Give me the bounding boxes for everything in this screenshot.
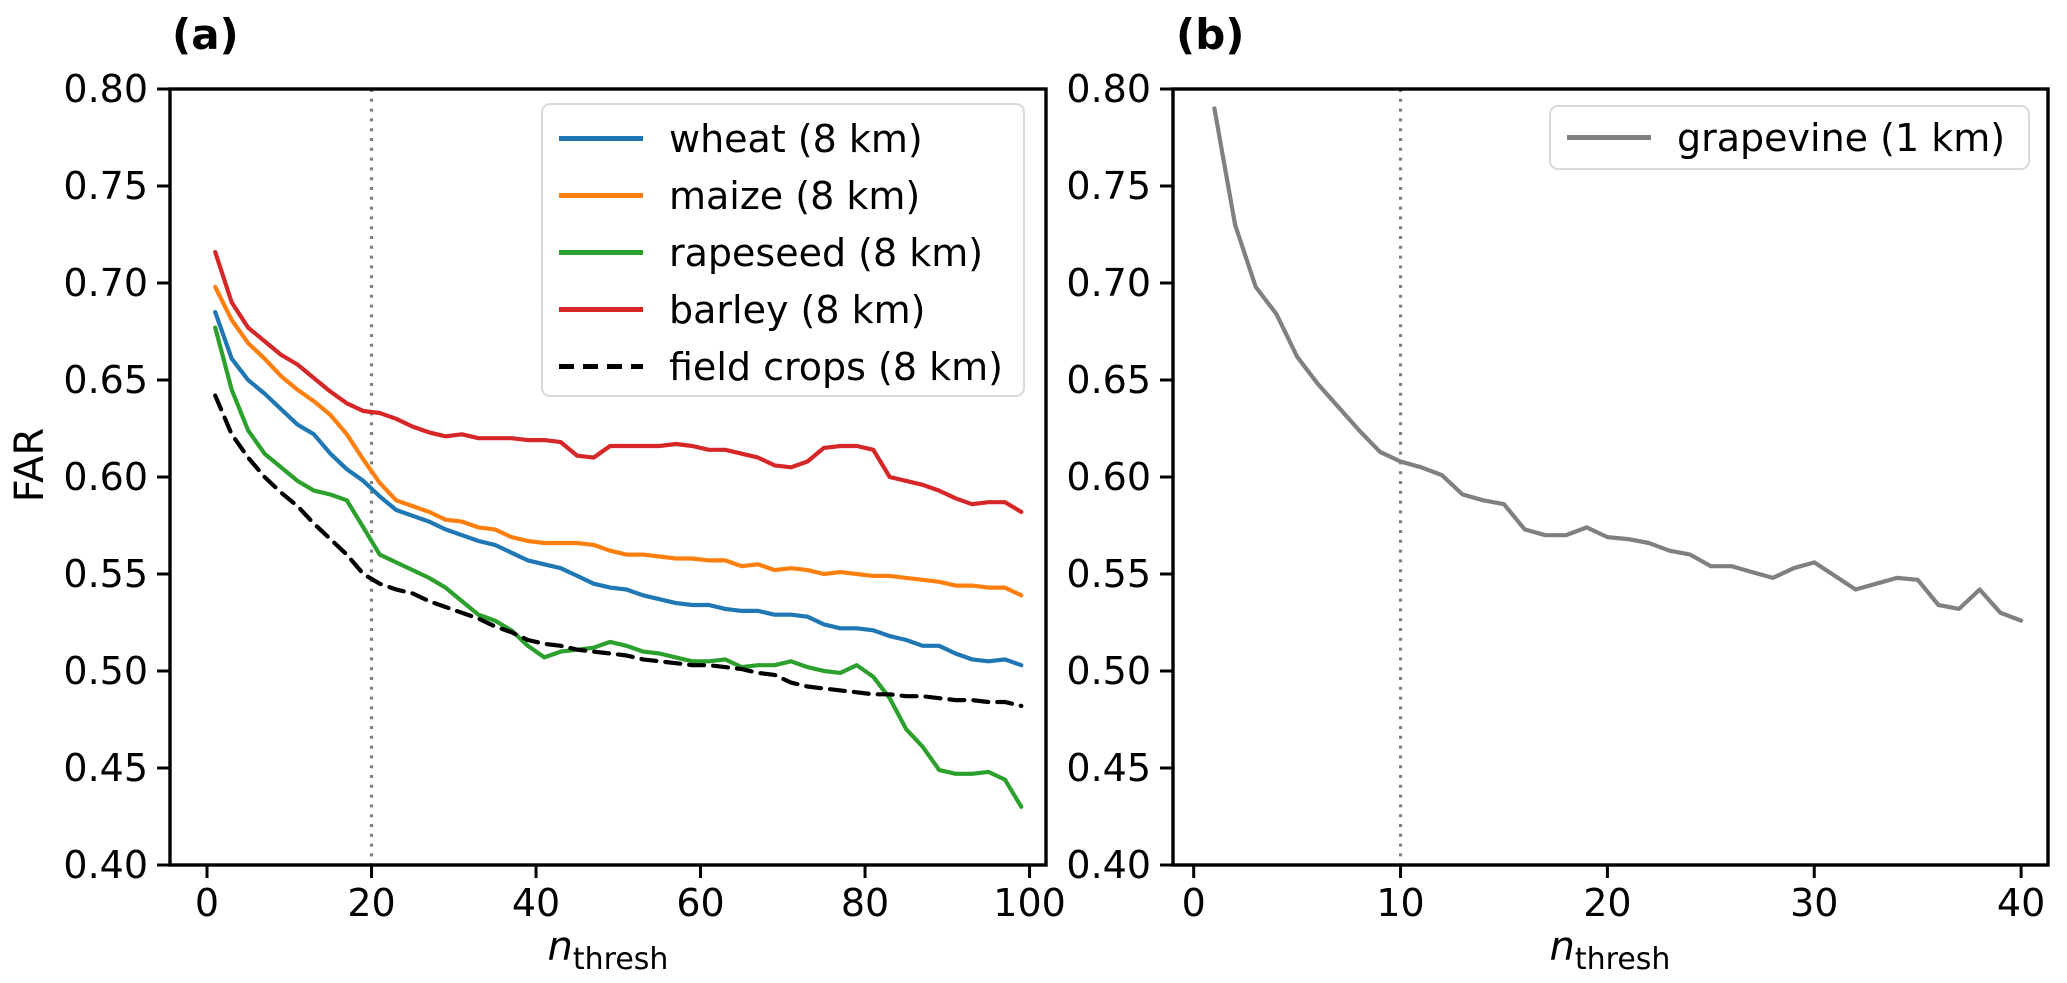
legend-label-maize: maize (8 km)	[669, 173, 921, 218]
y-tick-label: 0.70	[1066, 261, 1151, 305]
series-line	[213, 325, 1024, 809]
legend-panel-b: grapevine (1 km)	[1549, 105, 2030, 170]
grapevine-line-sample	[1567, 135, 1651, 140]
x-tick-label: 10	[1376, 881, 1424, 925]
x-tick-label: 40	[1997, 881, 2045, 925]
panel-a-title: (a)	[172, 10, 239, 59]
series-line	[213, 310, 1024, 668]
x-tick-label: 0	[1182, 881, 1206, 925]
x-axis-label-panel-b: nthresh	[1550, 924, 1671, 977]
field-crops-dashed-line-sample	[559, 364, 643, 369]
y-tick-label: 0.55	[1066, 552, 1151, 596]
x-axis-label-panel-a: nthresh	[548, 924, 669, 977]
legend-item-field-crops: field crops (8 km)	[543, 338, 1023, 395]
x-axis-label-subscript: thresh	[572, 942, 669, 977]
legend-label-wheat: wheat (8 km)	[669, 116, 923, 161]
x-tick-label: 80	[841, 881, 889, 925]
legend-label-rapeseed: rapeseed (8 km)	[669, 230, 984, 275]
legend-item-grapevine: grapevine (1 km)	[1551, 107, 2028, 168]
y-tick-label: 0.40	[63, 843, 148, 887]
x-tick-label: 60	[676, 881, 724, 925]
axes-spines	[1171, 87, 2050, 867]
x-axis-label-symbol: n	[1549, 924, 1575, 970]
y-tick-label: 0.50	[63, 649, 148, 693]
x-tick-label: 0	[195, 881, 219, 925]
y-tick-label: 0.60	[63, 455, 148, 499]
legend-item-maize: maize (8 km)	[543, 167, 1023, 224]
legend-item-wheat: wheat (8 km)	[543, 110, 1023, 167]
y-tick-label: 0.45	[1066, 746, 1151, 790]
y-tick-label: 0.45	[63, 746, 148, 790]
wheat-line-sample	[559, 136, 643, 141]
legend-item-barley: barley (8 km)	[543, 281, 1023, 338]
series-line	[1212, 106, 2024, 623]
y-tick-label: 0.55	[63, 552, 148, 596]
y-tick-label: 0.80	[1066, 67, 1151, 111]
y-tick-label: 0.75	[1066, 164, 1151, 208]
y-tick-label: 0.65	[1066, 358, 1151, 402]
y-tick-label: 0.40	[1066, 843, 1151, 887]
x-tick-label: 100	[993, 881, 1066, 925]
legend-label-barley: barley (8 km)	[669, 287, 926, 332]
rapeseed-line-sample	[559, 250, 643, 255]
series-line	[213, 284, 1024, 598]
panel-b-title: (b)	[1176, 10, 1245, 59]
x-axis-label-subscript: thresh	[1574, 942, 1671, 977]
x-tick-label: 20	[1583, 881, 1631, 925]
legend-label-grapevine: grapevine (1 km)	[1677, 115, 2006, 160]
series-line	[213, 393, 1024, 709]
legend-label-field-crops: field crops (8 km)	[669, 344, 1003, 389]
x-tick-label: 40	[512, 881, 560, 925]
y-tick-label: 0.75	[63, 164, 148, 208]
y-tick-label: 0.65	[63, 358, 148, 402]
y-tick-label: 0.80	[63, 67, 148, 111]
y-tick-label: 0.50	[1066, 649, 1151, 693]
maize-line-sample	[559, 193, 643, 198]
x-tick-label: 20	[347, 881, 395, 925]
y-tick-label: 0.70	[63, 261, 148, 305]
x-tick-label: 30	[1790, 881, 1838, 925]
legend-item-rapeseed: rapeseed (8 km)	[543, 224, 1023, 281]
y-tick-label: 0.60	[1066, 455, 1151, 499]
legend-panel-a: wheat (8 km) maize (8 km) rapeseed (8 km…	[541, 103, 1025, 397]
x-axis-label-symbol: n	[547, 924, 573, 970]
y-axis-label-far: FAR	[7, 427, 53, 503]
series-line	[213, 249, 1024, 514]
barley-line-sample	[559, 307, 643, 312]
